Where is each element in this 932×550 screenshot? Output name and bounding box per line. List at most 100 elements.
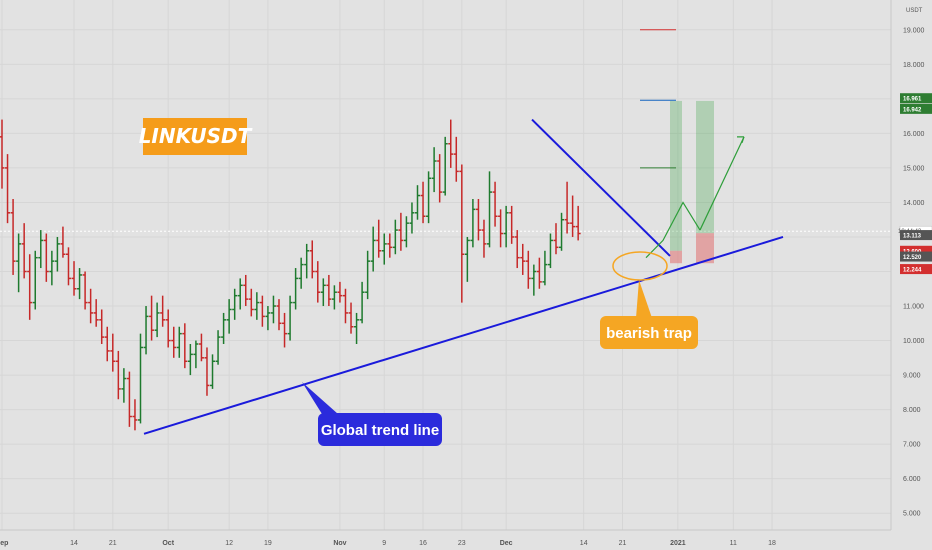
ohlc-bar	[221, 312, 227, 345]
ohlc-bar	[398, 212, 404, 251]
ohlc-bar	[348, 302, 354, 334]
ohlc-bar	[464, 236, 470, 282]
price-tick-label: 19.000	[903, 27, 925, 34]
trend-lines	[143, 118, 784, 435]
ohlc-bar	[65, 247, 71, 286]
price-tag-label: 16.961	[903, 97, 922, 103]
ohlc-bar	[215, 330, 221, 365]
ohlc-bar	[149, 295, 155, 341]
ohlc-bar	[409, 202, 415, 234]
time-tick-label: 14	[580, 540, 588, 547]
price-axis-currency: USDT	[906, 8, 923, 14]
ohlc-bar	[237, 278, 243, 310]
price-tag: 16.961	[900, 93, 932, 104]
ohlc-bar	[570, 195, 576, 237]
ohlc-bar	[210, 354, 216, 389]
ohlc-bar	[232, 288, 238, 320]
ohlc-bar	[564, 181, 570, 234]
price-tag-background	[900, 103, 932, 114]
ohlc-bar	[470, 198, 476, 248]
ohlc-bar	[442, 136, 448, 196]
ohlc-bar	[198, 333, 204, 362]
ohlc-bar	[104, 326, 110, 362]
time-tick-label: Dec	[500, 540, 513, 547]
price-tag-label: 16.942	[903, 107, 922, 113]
ohlc-bar	[160, 295, 166, 327]
ohlc-bar	[265, 306, 271, 331]
symbol-label: LINKUSDT	[139, 118, 253, 155]
ohlc-bar	[520, 243, 526, 275]
ohlc-bar	[525, 250, 531, 289]
ohlc-bar	[182, 323, 188, 369]
ohlc-bars	[0, 119, 581, 431]
ohlc-bar	[481, 219, 487, 258]
bearish-trap-marker	[612, 251, 668, 281]
price-tick-label: 7.000	[903, 442, 921, 449]
price-tick-label: 5.000	[903, 511, 921, 518]
symbol-label-text: LINKUSDT	[139, 124, 253, 148]
ohlc-bar	[426, 171, 432, 224]
ohlc-bar	[248, 288, 254, 317]
target-zone-2	[696, 100, 714, 234]
position-zones	[640, 29, 714, 264]
time-tick-label: 21	[109, 540, 117, 547]
ohlc-bar	[370, 226, 376, 272]
price-tag-background	[900, 93, 932, 104]
ohlc-bar	[354, 312, 360, 345]
ohlc-bar	[126, 371, 132, 427]
ohlc-bar	[293, 268, 299, 310]
ohlc-bar	[498, 209, 504, 248]
ohlc-bar	[38, 230, 44, 269]
ohlc-bar	[187, 344, 193, 376]
time-tick-label: 18	[768, 540, 776, 547]
trend-line-callout-text: Global trend line	[321, 422, 439, 439]
ohlc-bar	[359, 281, 365, 324]
ohlc-bar	[387, 233, 393, 258]
ohlc-bar	[342, 288, 348, 324]
price-tag: 12.244	[900, 264, 932, 275]
price-tick-label: 8.000	[903, 407, 921, 414]
ohlc-bar	[376, 219, 382, 258]
price-tag-background	[900, 245, 932, 256]
ohlc-bar	[54, 236, 60, 272]
price-tag: 12.520	[900, 251, 932, 262]
price-tick-label: 11.000	[903, 304, 924, 311]
ohlc-bar	[420, 181, 426, 224]
ohlc-bar	[337, 281, 343, 303]
price-tag-background	[900, 264, 932, 275]
ohlc-bar	[165, 309, 171, 348]
ohlc-bar	[475, 198, 481, 241]
ohlc-bar	[276, 299, 282, 331]
time-axis-ticks: Sep 14 21 Oct 12 19 Nov 9 16 23 Dec 14 21 2021 11 18	[0, 540, 776, 547]
time-tick-label: 12	[225, 540, 233, 547]
time-tick-label: 21	[619, 540, 627, 547]
ohlc-bar	[492, 181, 498, 227]
price-tag-background	[900, 251, 932, 262]
bearish-trap-pointer	[636, 280, 652, 318]
time-tick-label: 11	[730, 540, 737, 547]
ohlc-bar	[309, 240, 315, 279]
price-tag-background	[900, 230, 932, 241]
ohlc-bar	[575, 205, 581, 241]
ohlc-bar	[49, 250, 55, 286]
time-tick-label: 9	[382, 540, 386, 547]
ohlc-bar	[171, 326, 177, 358]
ohlc-bar	[226, 299, 232, 334]
price-tag: 16.942	[900, 103, 932, 114]
bearish-trap-text: bearish trap	[606, 325, 692, 342]
stop-zone-2	[696, 233, 714, 264]
ohlc-bar	[115, 350, 121, 400]
ohlc-bar	[21, 223, 27, 279]
ohlc-bar	[110, 333, 116, 372]
bearish-trap-callout: bearish trap	[600, 251, 698, 349]
price-tick-label: 15.000	[903, 165, 925, 172]
ohlc-bar	[154, 302, 160, 338]
ohlc-bar	[60, 226, 66, 258]
ohlc-bar	[381, 233, 387, 265]
ohlc-bar	[431, 147, 437, 193]
ohlc-bar	[453, 136, 459, 182]
price-tick-label: 16.000	[903, 131, 925, 138]
